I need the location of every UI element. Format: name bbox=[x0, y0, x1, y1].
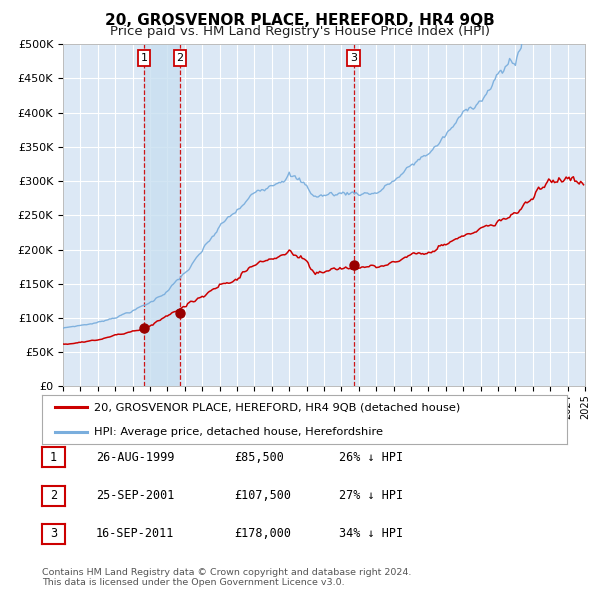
Text: 26-AUG-1999: 26-AUG-1999 bbox=[96, 451, 175, 464]
Text: 16-SEP-2011: 16-SEP-2011 bbox=[96, 527, 175, 540]
Bar bbox=[144, 44, 180, 386]
Text: 1: 1 bbox=[140, 53, 148, 63]
Text: 26% ↓ HPI: 26% ↓ HPI bbox=[339, 451, 403, 464]
Text: 3: 3 bbox=[50, 527, 57, 540]
Text: Contains HM Land Registry data © Crown copyright and database right 2024.
This d: Contains HM Land Registry data © Crown c… bbox=[42, 568, 412, 587]
Text: £178,000: £178,000 bbox=[234, 527, 291, 540]
Text: 34% ↓ HPI: 34% ↓ HPI bbox=[339, 527, 403, 540]
Text: 3: 3 bbox=[350, 53, 357, 63]
Text: 1: 1 bbox=[50, 451, 57, 464]
Text: 2: 2 bbox=[50, 489, 57, 502]
Text: 20, GROSVENOR PLACE, HEREFORD, HR4 9QB (detached house): 20, GROSVENOR PLACE, HEREFORD, HR4 9QB (… bbox=[95, 402, 461, 412]
Text: 2: 2 bbox=[176, 53, 184, 63]
Text: HPI: Average price, detached house, Herefordshire: HPI: Average price, detached house, Here… bbox=[95, 427, 383, 437]
Text: Price paid vs. HM Land Registry's House Price Index (HPI): Price paid vs. HM Land Registry's House … bbox=[110, 25, 490, 38]
Text: 27% ↓ HPI: 27% ↓ HPI bbox=[339, 489, 403, 502]
Text: 20, GROSVENOR PLACE, HEREFORD, HR4 9QB: 20, GROSVENOR PLACE, HEREFORD, HR4 9QB bbox=[105, 13, 495, 28]
Text: 25-SEP-2001: 25-SEP-2001 bbox=[96, 489, 175, 502]
Text: £85,500: £85,500 bbox=[234, 451, 284, 464]
Text: £107,500: £107,500 bbox=[234, 489, 291, 502]
